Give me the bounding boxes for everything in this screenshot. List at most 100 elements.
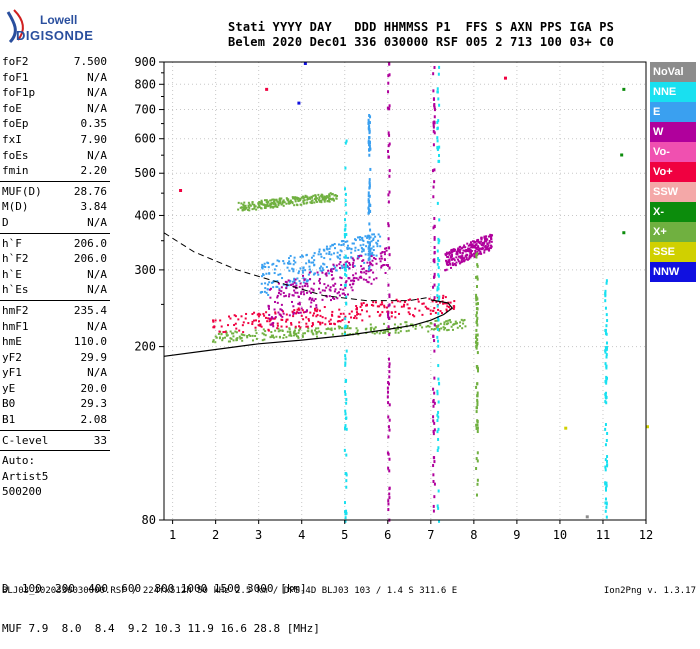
echo-streak bbox=[387, 74, 390, 78]
echo-mark bbox=[272, 202, 275, 205]
echo-mark bbox=[471, 245, 474, 248]
echo-mark bbox=[313, 201, 316, 204]
param-key: MUF(D) bbox=[2, 184, 42, 198]
echo-mark bbox=[451, 250, 454, 253]
echo-mark bbox=[453, 259, 456, 262]
echo-mark bbox=[350, 248, 353, 251]
echo-mark bbox=[298, 280, 301, 283]
echo-streak bbox=[344, 392, 347, 396]
echo-mark bbox=[398, 312, 401, 315]
echo-streak bbox=[368, 222, 371, 226]
echo-mark bbox=[323, 200, 326, 203]
echo-mark bbox=[469, 249, 472, 252]
param-row: h`Es N/A bbox=[0, 282, 110, 298]
echo-streak bbox=[476, 252, 479, 256]
echo-mark bbox=[469, 243, 472, 246]
echo-mark bbox=[371, 264, 374, 267]
echo-point bbox=[622, 231, 626, 235]
echo-mark bbox=[324, 272, 327, 275]
echo-streak bbox=[476, 343, 479, 347]
echo-mark bbox=[292, 197, 295, 200]
echo-mark bbox=[341, 292, 344, 295]
echo-streak bbox=[476, 423, 479, 427]
echo-mark bbox=[258, 204, 261, 207]
echo-streak bbox=[344, 272, 347, 276]
echo-mark bbox=[259, 313, 262, 316]
echo-mark bbox=[302, 332, 305, 335]
echo-mark bbox=[296, 291, 299, 294]
echo-streak bbox=[432, 185, 435, 189]
echo-streak bbox=[344, 363, 347, 367]
echo-mark bbox=[463, 318, 466, 321]
echo-mark bbox=[309, 305, 312, 308]
echo-mark bbox=[214, 335, 217, 338]
echo-streak bbox=[438, 218, 441, 222]
echo-streak bbox=[387, 283, 390, 287]
echo-point bbox=[503, 76, 507, 80]
echo-mark bbox=[459, 256, 462, 259]
echo-mark bbox=[317, 320, 320, 323]
echo-mark bbox=[291, 280, 294, 283]
echo-mark bbox=[308, 319, 311, 322]
echo-streak bbox=[437, 72, 440, 76]
digisonde-logo: Lowell DIGISONDE bbox=[4, 6, 93, 46]
echo-mark bbox=[227, 324, 230, 327]
echo-mark bbox=[321, 195, 324, 198]
echo-mark bbox=[253, 203, 256, 206]
echo-mark bbox=[359, 313, 362, 316]
echo-mark bbox=[282, 336, 285, 339]
echo-mark bbox=[356, 257, 359, 260]
echo-streak bbox=[436, 126, 439, 130]
echo-mark bbox=[365, 304, 368, 307]
echo-streak bbox=[433, 237, 436, 241]
echo-mark bbox=[248, 203, 251, 206]
echo-mark bbox=[381, 303, 384, 306]
echo-mark bbox=[375, 277, 378, 280]
echo-mark bbox=[446, 261, 449, 264]
echo-mark bbox=[360, 276, 363, 279]
echo-mark bbox=[306, 280, 309, 283]
echo-mark bbox=[458, 251, 461, 254]
echo-mark bbox=[347, 321, 350, 324]
echo-mark bbox=[295, 312, 298, 315]
param-row: hmF2 235.4 bbox=[0, 303, 110, 319]
echo-mark bbox=[272, 325, 275, 328]
echo-streak bbox=[604, 497, 607, 501]
echo-mark bbox=[355, 317, 358, 320]
echo-mark bbox=[451, 253, 454, 256]
echo-mark bbox=[443, 328, 446, 331]
echo-mark bbox=[437, 324, 440, 327]
echo-streak bbox=[432, 429, 435, 433]
echo-streak bbox=[387, 452, 390, 456]
echo-streak bbox=[387, 155, 390, 159]
echo-streak bbox=[344, 268, 347, 272]
echo-mark bbox=[450, 256, 453, 259]
echo-streak bbox=[605, 366, 608, 370]
echo-mark bbox=[332, 284, 335, 287]
echo-streak bbox=[344, 166, 347, 170]
echo-mark bbox=[285, 281, 288, 284]
echo-mark bbox=[263, 333, 266, 336]
echo-mark bbox=[346, 293, 349, 296]
echo-mark bbox=[286, 198, 289, 201]
echo-mark bbox=[319, 314, 322, 317]
echo-mark bbox=[279, 329, 282, 332]
echo-mark bbox=[268, 317, 271, 320]
echo-mark bbox=[294, 261, 297, 264]
param-divider bbox=[0, 429, 110, 431]
muf-row-label: MUF bbox=[2, 622, 22, 635]
echo-streak bbox=[475, 319, 478, 323]
legend-item: W bbox=[650, 122, 696, 142]
echo-mark bbox=[275, 264, 278, 267]
echo-mark bbox=[374, 258, 377, 261]
echo-mark bbox=[436, 325, 439, 328]
echo-mark bbox=[379, 235, 382, 238]
echo-mark bbox=[228, 315, 231, 318]
legend-item: Vo- bbox=[650, 142, 696, 162]
echo-streak bbox=[343, 510, 346, 514]
echo-point bbox=[622, 87, 626, 91]
echo-mark bbox=[293, 281, 296, 284]
echo-mark bbox=[313, 307, 316, 310]
echo-mark bbox=[349, 327, 352, 330]
echo-mark bbox=[257, 315, 260, 318]
